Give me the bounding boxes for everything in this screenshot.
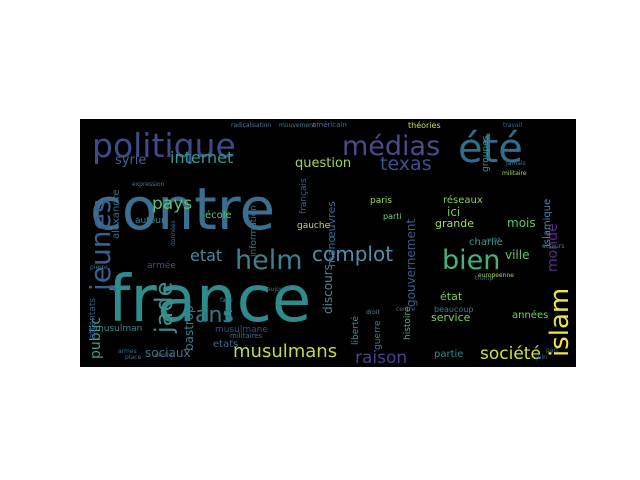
word-6: islam [545,288,575,357]
word-50: école [205,209,232,221]
word-9: jade [150,282,178,334]
word-2: politique [92,126,236,165]
word-81: droite [155,352,173,359]
word-34: charlie [469,237,503,248]
word-78: juin [535,354,547,361]
word-41: alexandre [111,189,122,239]
word-72: militaire [502,170,527,177]
word-69: pierre [90,264,108,271]
word-70: centre [396,306,415,313]
word-51: autour [135,216,165,226]
word-36: réseaux [443,194,483,206]
word-67: face [220,297,233,304]
word-62: droit [366,309,380,316]
word-54: musulman [95,324,142,334]
word-68: armes [118,348,137,355]
word-75: aujourd [267,286,290,293]
word-45: paris [370,196,392,206]
word-44: liberté [350,316,361,345]
word-15: ans [195,303,234,328]
word-49: information [249,205,259,257]
word-20: monde [545,223,561,272]
word-77: trump [475,275,493,282]
word-18: société [480,344,541,364]
word-30: musulmane [215,325,268,335]
word-25: ville [505,248,530,262]
word-8: helm [235,245,303,276]
word-74: veut [505,147,519,154]
word-66: données [170,220,177,246]
word-57: radicalisation [231,122,271,129]
word-48: français [299,178,309,214]
word-26: grande [435,217,474,230]
word-28: ici [447,205,460,219]
word-17: raison [355,348,407,367]
word-38: etats [213,339,238,350]
word-40: partie [434,349,463,360]
word-27: mois [507,216,536,230]
word-35: islamique [542,199,553,247]
word-29: bastrop [182,305,196,351]
word-71: jamais [505,160,526,167]
word-43: histoire [403,306,413,340]
word-22: question [295,156,351,171]
word-31: discours [321,264,335,314]
word-55: théories [408,120,441,130]
word-46: gauche [297,221,331,231]
word-3: été [458,126,523,172]
word-10: complot [312,242,393,266]
word-11: internet [170,148,233,167]
word-21: syrie [115,153,146,168]
word-33: état [440,290,463,303]
word-cloud: contre france politique été médias jeunes isla… [80,119,576,367]
word-73: travail [503,122,522,129]
word-56: américain [312,121,347,129]
word-60: militaires [230,332,263,340]
word-42: guerre [373,320,383,350]
word-5: jeunes [84,199,117,292]
word-12: texas [380,153,432,175]
word-0: contre [90,175,275,243]
word-53: attentats [88,298,98,339]
word-64: acteurs [542,243,564,250]
word-13: pays [152,194,192,214]
word-65: parti [383,212,402,221]
word-76: mort [486,237,501,244]
word-cloud-canvas: contre france politique été médias jeunes isla… [84,120,575,367]
word-61: beaucoup [434,305,473,314]
word-7: bien [442,245,500,276]
word-14: etat [190,246,222,265]
word-52: armée [147,260,176,271]
word-24: sociaux [145,346,191,360]
word-16: musulmans [233,341,337,362]
word-58: mouvement [279,122,316,129]
word-1: france [108,263,311,337]
word-63: europeenne [478,272,514,279]
word-59: expression [132,181,165,188]
word-79: part [546,347,559,354]
word-23: gouvernement [404,219,418,307]
word-47: groupes [481,135,491,172]
word-80: place [125,354,141,361]
word-39: service [431,311,471,324]
word-32: manœuvres [325,201,338,267]
word-37: années [512,309,548,321]
word-19: public [88,317,104,359]
word-4: médias [342,131,440,162]
